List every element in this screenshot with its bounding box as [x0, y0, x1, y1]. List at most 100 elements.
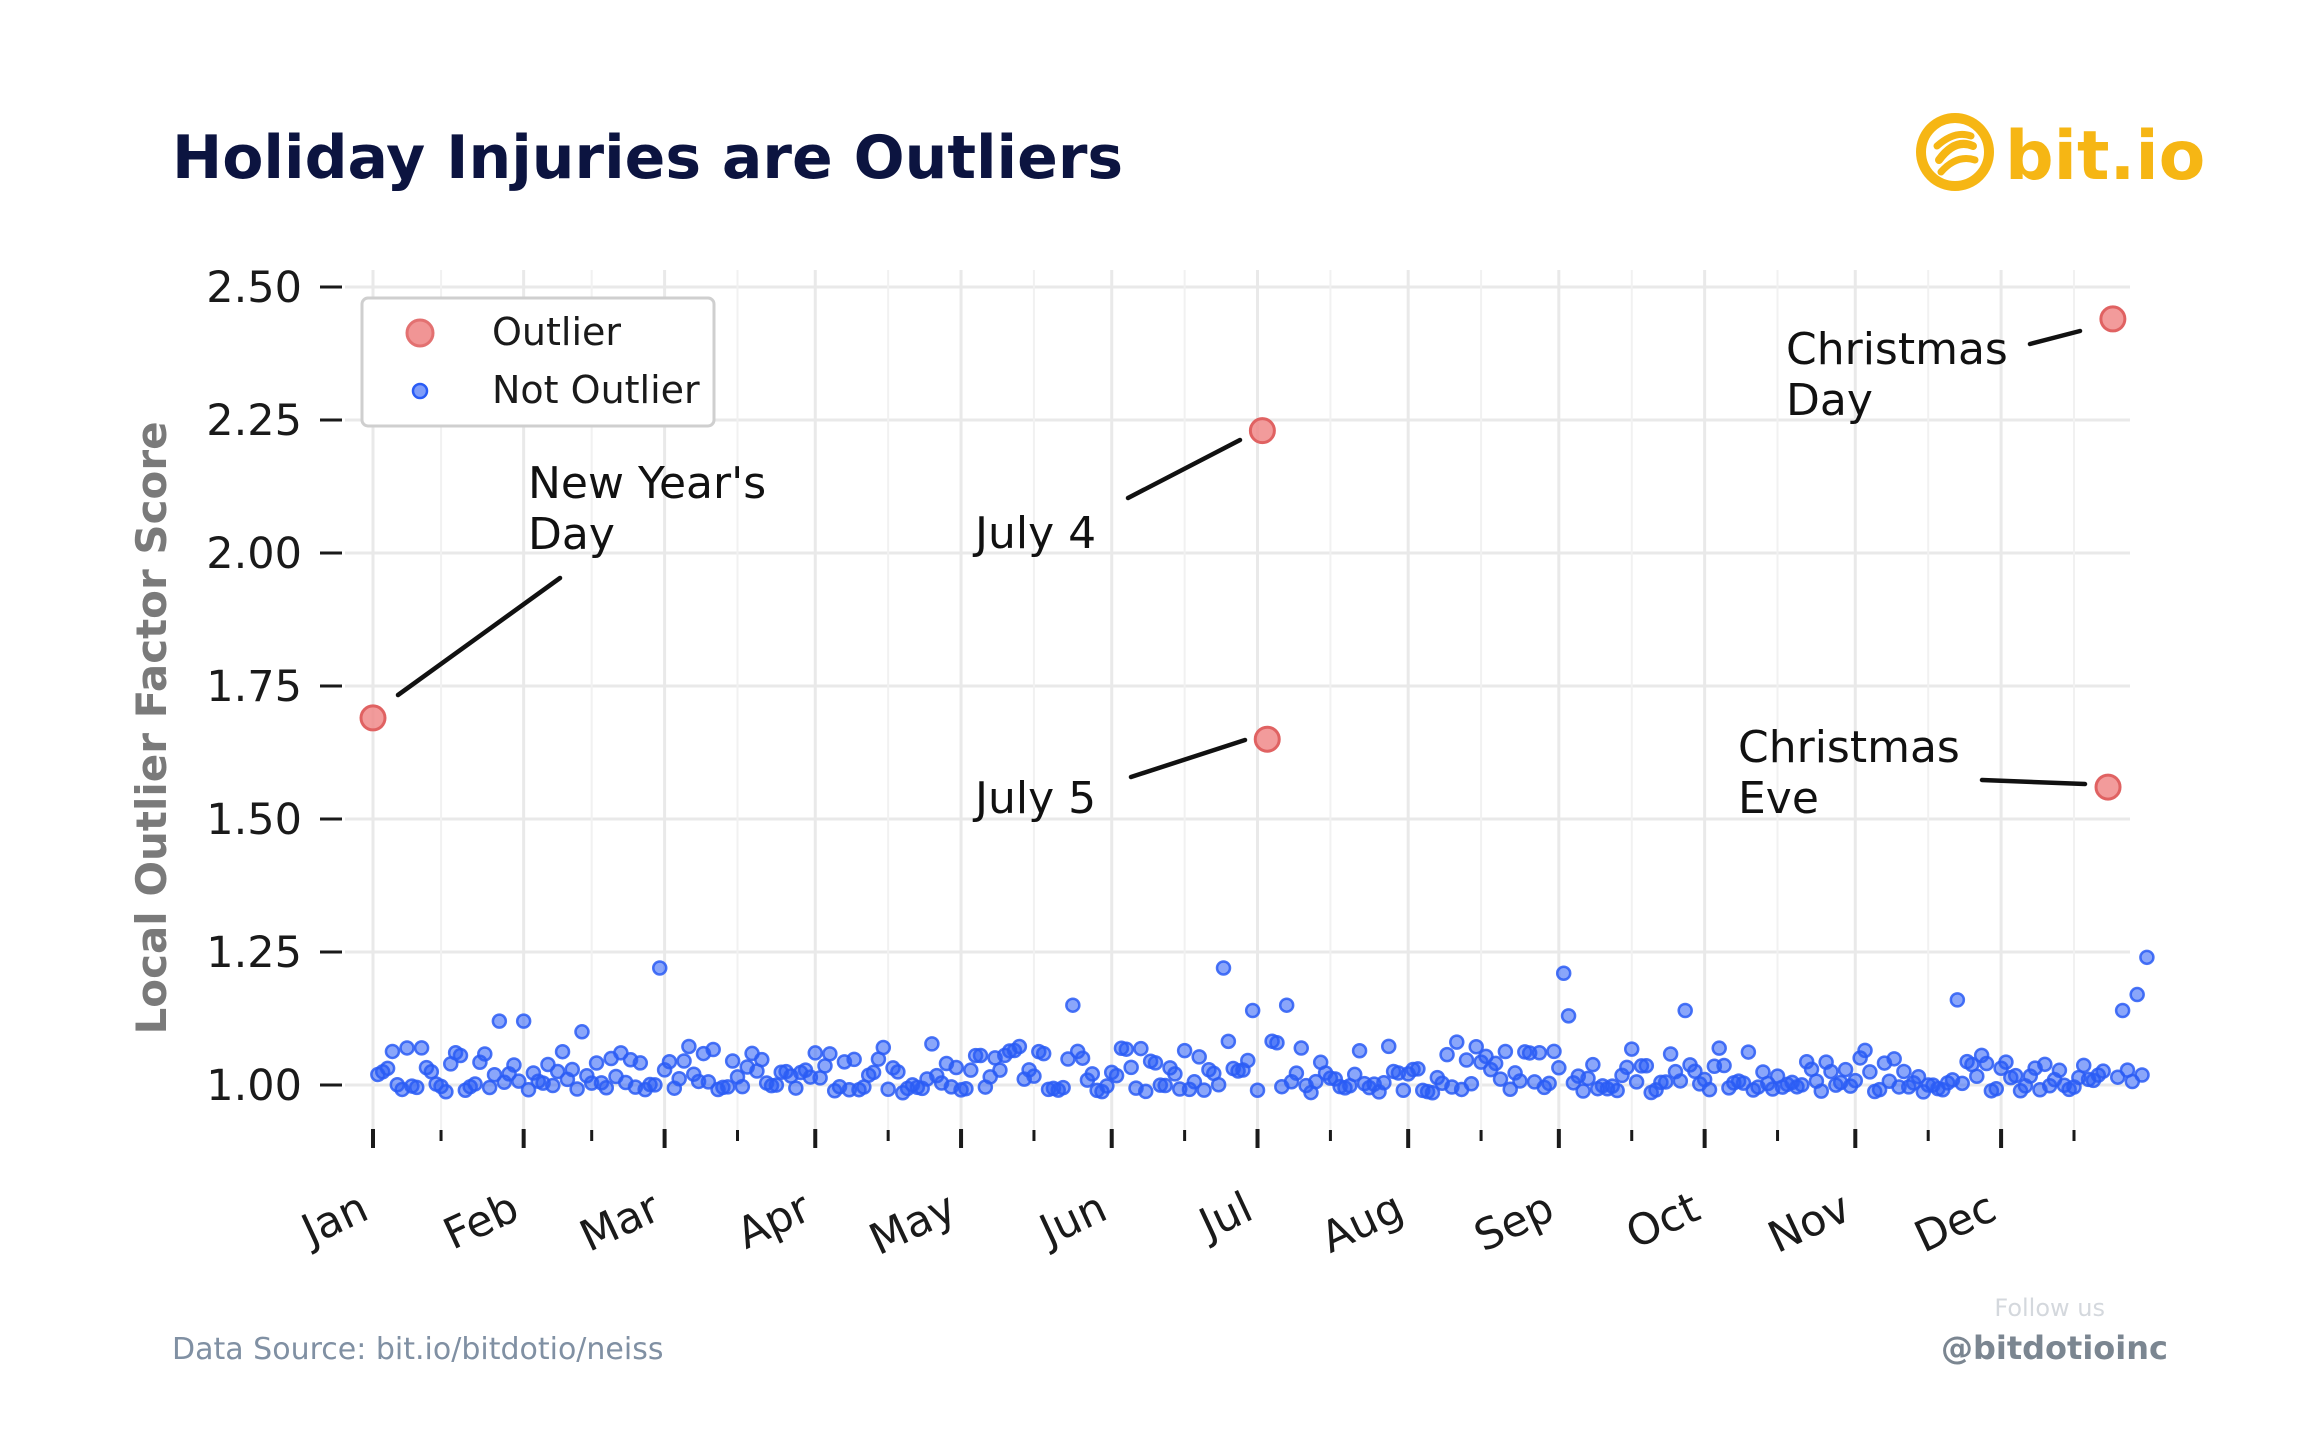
- inlier-point: [511, 1073, 527, 1089]
- inlier-point: [1628, 1074, 1645, 1090]
- inlier-point: [1060, 1051, 1076, 1067]
- inlier-point: [1560, 1008, 1577, 1024]
- inlier-point: [2051, 1062, 2068, 1079]
- inlier-point: [2095, 1063, 2111, 1079]
- inlier-point: [1487, 1055, 1504, 1072]
- inlier-point: [477, 1046, 493, 1062]
- inlier-point: [632, 1055, 649, 1071]
- inlier-point: [1551, 1060, 1567, 1076]
- y-tick-label: 1.50: [206, 795, 302, 845]
- inlier-point: [1424, 1084, 1441, 1101]
- inlier-point: [1176, 1042, 1193, 1059]
- inlier-point: [564, 1061, 581, 1078]
- inlier-point: [1949, 992, 1966, 1008]
- inlier-point: [647, 1077, 663, 1093]
- inlier-point: [399, 1040, 415, 1056]
- outlier-point: [2094, 773, 2122, 801]
- inlier-point: [958, 1080, 974, 1097]
- inlier-point: [1137, 1083, 1154, 1100]
- inlier-point: [2037, 1056, 2053, 1073]
- inlier-point: [1541, 1075, 1557, 1092]
- inlier-point: [438, 1084, 454, 1100]
- inlier-point: [890, 1064, 906, 1080]
- inlier-point: [1380, 1038, 1397, 1055]
- inlier-point: [1886, 1051, 1902, 1067]
- inlier-point: [1196, 1082, 1212, 1098]
- inlier-point: [1585, 1056, 1601, 1073]
- inlier-point: [408, 1079, 425, 1096]
- legend-outlier-marker: [405, 318, 435, 348]
- x-tick-label: Aug: [1314, 1183, 1411, 1264]
- inlier-point: [1395, 1082, 1412, 1099]
- legend-outlier-label: Outlier: [492, 310, 621, 354]
- inlier-point: [1308, 1073, 1324, 1090]
- inlier-point: [588, 1055, 605, 1071]
- inlier-point: [734, 1078, 751, 1095]
- annotation-label: July 4: [972, 508, 1096, 559]
- inlier-point: [1123, 1059, 1139, 1076]
- inlier-point: [1065, 997, 1081, 1013]
- inlier-point: [554, 1043, 571, 1060]
- inlier-point: [1837, 1061, 1854, 1078]
- x-tick-label: Jul: [1189, 1183, 1260, 1252]
- annotation-line: [1128, 737, 1248, 780]
- annotation-line: [1125, 437, 1243, 501]
- inlier-point: [651, 960, 668, 976]
- inlier-point: [1619, 1059, 1635, 1076]
- inlier-point: [1580, 1070, 1596, 1087]
- inlier-point: [384, 1043, 401, 1060]
- annotation-line: [395, 575, 563, 698]
- inlier-point: [924, 1036, 940, 1052]
- annotation-label: July 5: [972, 773, 1096, 824]
- outlier-point: [1248, 417, 1276, 445]
- inlier-point: [1118, 1041, 1135, 1057]
- inlier-point: [963, 1062, 979, 1078]
- follow-label: Follow us: [1994, 1294, 2105, 1322]
- annotation-line: [1979, 777, 2088, 787]
- inlier-point: [1823, 1063, 1839, 1080]
- inlier-point: [1458, 1052, 1475, 1068]
- inlier-point: [1439, 1046, 1455, 1063]
- annotation-label: New Year's: [528, 458, 766, 509]
- x-tick-label: Feb: [436, 1183, 526, 1260]
- inlier-point: [1531, 1044, 1548, 1061]
- inlier-point: [1978, 1055, 1995, 1072]
- inlier-point: [1862, 1064, 1878, 1080]
- social-handle[interactable]: @bitdotioinc: [1941, 1329, 2168, 1367]
- inlier-point: [720, 1079, 736, 1095]
- inlier-point: [574, 1024, 590, 1040]
- x-tick-label: Oct: [1619, 1183, 1708, 1260]
- inlier-point: [1215, 960, 1232, 976]
- inlier-point: [1701, 1081, 1718, 1098]
- inlier-point: [520, 1081, 537, 1098]
- inlier-point: [549, 1063, 566, 1080]
- inlier-point: [2007, 1067, 2024, 1084]
- inlier-point: [1249, 1082, 1266, 1098]
- y-tick-label: 1.75: [206, 662, 302, 712]
- legend-inlier-marker: [411, 382, 429, 400]
- legend-inlier-label: Not Outlier: [492, 368, 700, 412]
- inlier-point: [1035, 1045, 1052, 1062]
- inlier-point: [865, 1064, 882, 1081]
- legend: Outlier Not Outlier: [360, 296, 716, 428]
- inlier-point: [1740, 1044, 1757, 1060]
- x-axis: Jan Feb Mar Apr May Jun Jul Aug Sep Oct Nov Dec: [292, 1129, 2076, 1266]
- inlier-point: [754, 1051, 770, 1068]
- inlier-point: [1293, 1040, 1310, 1056]
- y-tick-label: 2.25: [206, 396, 302, 446]
- inlier-point: [1240, 1052, 1256, 1069]
- inlier-point: [807, 1045, 824, 1061]
- inlier-point: [1497, 1043, 1514, 1060]
- inlier-point: [1269, 1034, 1285, 1051]
- inlier-point: [1099, 1078, 1115, 1094]
- inlier-point: [1278, 997, 1295, 1013]
- inlier-point: [661, 1053, 678, 1070]
- inlier-point: [724, 1053, 741, 1069]
- x-tick-label: Sep: [1467, 1183, 1562, 1263]
- inlier-point: [1988, 1081, 2004, 1097]
- inlier-point: [1871, 1081, 1888, 1098]
- inlier-point: [1896, 1063, 1912, 1080]
- inlier-point: [681, 1038, 697, 1055]
- inlier-point: [768, 1077, 785, 1093]
- inlier-point: [1623, 1041, 1640, 1057]
